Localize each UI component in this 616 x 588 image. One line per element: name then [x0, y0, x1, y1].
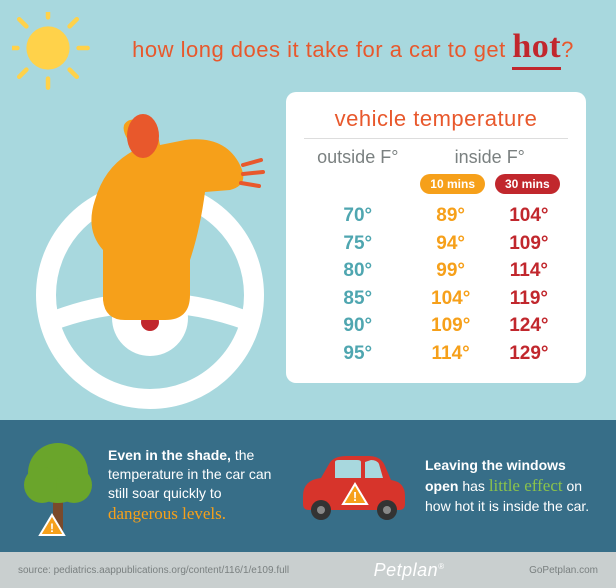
brand-logo: Petplan®	[289, 560, 529, 581]
inside-10min: 109°	[412, 312, 490, 340]
divider	[304, 138, 568, 139]
inside-30min: 124°	[490, 312, 568, 340]
inside-10min: 114°	[412, 340, 490, 368]
outside-temp: 85°	[304, 285, 412, 313]
pill-30min: 30 mins	[495, 174, 560, 194]
outside-temp: 75°	[304, 230, 412, 258]
inside-30min: 104°	[490, 202, 568, 230]
table-row: 80°99°114°	[304, 257, 568, 285]
inside-30min: 114°	[490, 257, 568, 285]
inside-10min: 94°	[412, 230, 490, 258]
inside-30min: 119°	[490, 285, 568, 313]
outside-temp: 95°	[304, 340, 412, 368]
infographic-card: how long does it take for a car to get h…	[0, 0, 616, 588]
outside-temp: 70°	[304, 202, 412, 230]
inside-10min: 89°	[412, 202, 490, 230]
svg-text:!: !	[50, 521, 54, 535]
col-outside: outside F°	[304, 147, 412, 168]
outside-temp: 90°	[304, 312, 412, 340]
table-row: 70°89°104°	[304, 202, 568, 230]
table-row: 95°114°129°	[304, 340, 568, 368]
shade-bold: Even in the shade,	[108, 447, 231, 463]
title-hot: hot	[512, 28, 561, 70]
table-row: 90°109°124°	[304, 312, 568, 340]
car-icon: !	[291, 446, 411, 526]
table-row: 85°104°119°	[304, 285, 568, 313]
dog-illustration	[25, 110, 285, 390]
inside-10min: 99°	[412, 257, 490, 285]
title: how long does it take for a car to get h…	[120, 28, 586, 66]
inside-30min: 129°	[490, 340, 568, 368]
info-band: ! Even in the shade, the temperature in …	[0, 420, 616, 552]
temperature-table: vehicle temperature outside F° inside F°…	[286, 92, 586, 383]
source-text: source: pediatrics.aappublications.org/c…	[18, 565, 289, 576]
inside-10min: 104°	[412, 285, 490, 313]
footer-url: GoPetplan.com	[529, 565, 598, 576]
col-inside: inside F°	[412, 147, 568, 168]
tree-icon: !	[22, 431, 94, 541]
table-rows: 70°89°104°75°94°109°80°99°114°85°104°119…	[304, 202, 568, 367]
dog-icon	[25, 110, 285, 390]
table-header-row: outside F° inside F°	[304, 147, 568, 168]
shade-highlight: dangerous levels.	[108, 504, 226, 523]
time-pills: 10 mins 30 mins	[304, 174, 568, 194]
svg-text:!: !	[353, 489, 357, 504]
inside-30min: 109°	[490, 230, 568, 258]
title-pre: how long does it take for a car to get	[132, 37, 512, 62]
table-row: 75°94°109°	[304, 230, 568, 258]
footer: source: pediatrics.aappublications.org/c…	[0, 552, 616, 588]
windows-highlight: little effect	[489, 476, 563, 495]
table-heading: vehicle temperature	[304, 106, 568, 132]
sun-icon	[12, 12, 102, 102]
windows-message: Leaving the windows open has little effe…	[425, 456, 594, 517]
title-post: ?	[561, 37, 574, 62]
windows-text1: has	[458, 478, 488, 494]
outside-temp: 80°	[304, 257, 412, 285]
pill-10min: 10 mins	[420, 174, 485, 194]
shade-message: Even in the shade, the temperature in th…	[108, 446, 277, 526]
